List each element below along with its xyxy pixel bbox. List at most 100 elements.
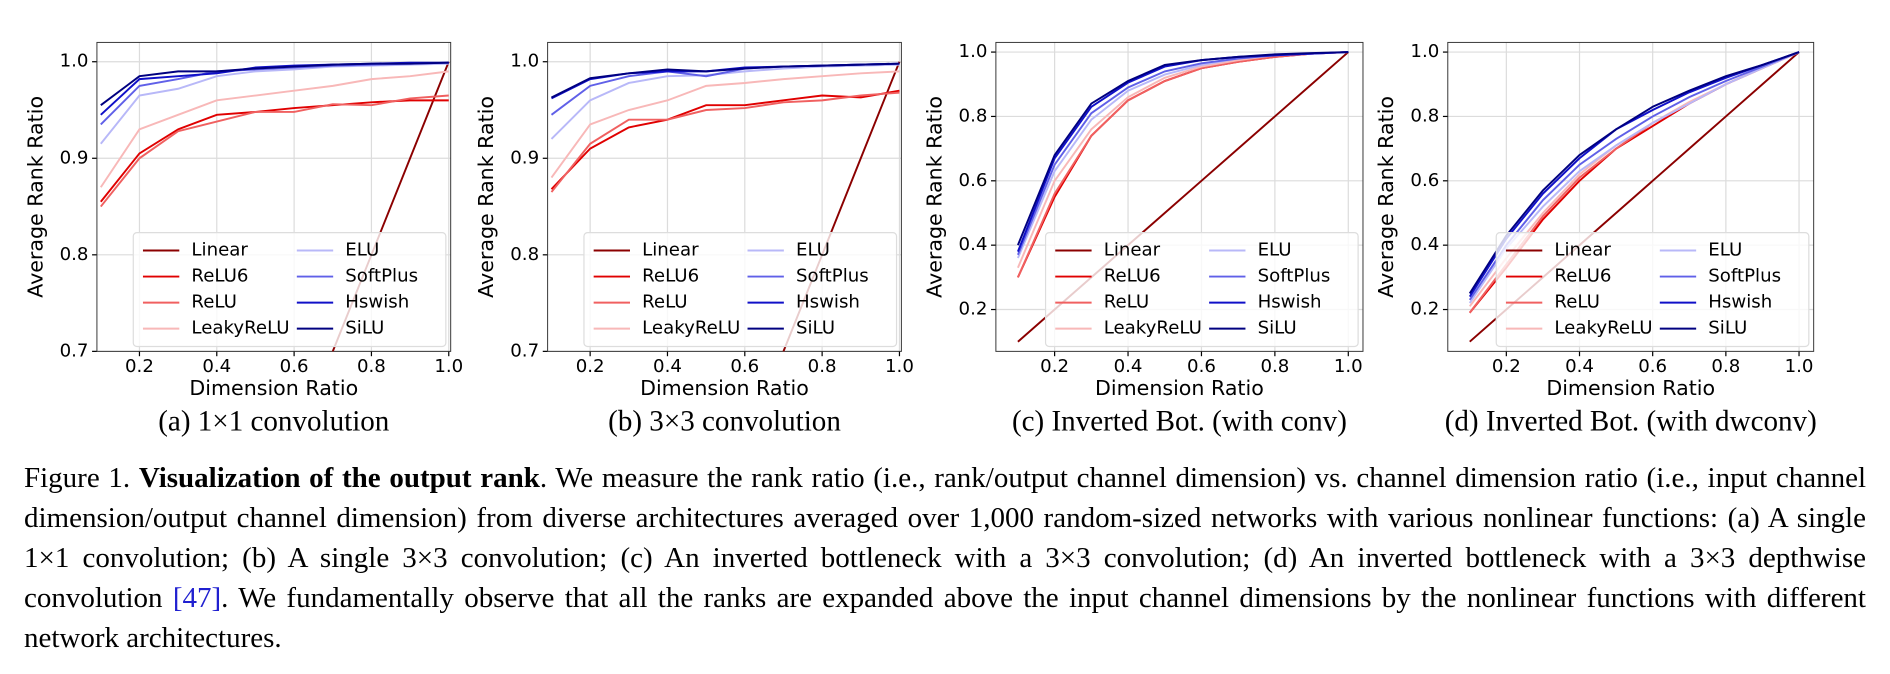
- x-tick-label: 0.4: [1114, 356, 1143, 377]
- y-tick-label: 0.9: [510, 147, 539, 168]
- x-tick-label: 0.4: [1565, 356, 1594, 377]
- y-tick-label: 1.0: [1410, 41, 1439, 62]
- y-tick-label: 0.2: [959, 299, 988, 320]
- series-line: [331, 61, 450, 352]
- legend: Linear ReLU6 ReLU LeakyReLU ELU SoftPlus Hswis…: [1044, 232, 1359, 348]
- plot-frame: [995, 41, 1364, 352]
- legend-label: ReLU: [642, 292, 687, 313]
- series-group: [1468, 51, 1800, 343]
- x-tick-label: 0.2: [1040, 356, 1069, 377]
- legend-label: ELU: [796, 240, 830, 261]
- x-tick-label: 1.0: [1334, 356, 1363, 377]
- legend-label: SiLU: [796, 318, 835, 339]
- legend-label: ReLU6: [1554, 266, 1611, 287]
- x-tick-label: 0.8: [808, 356, 837, 377]
- y-tick-label: 0.2: [1410, 299, 1439, 320]
- chart-title: (a) 1×1 convolution: [158, 406, 390, 438]
- chart-title: (c) Inverted Bot. (with conv): [1012, 406, 1347, 438]
- x-tick-label: 0.8: [1711, 356, 1740, 377]
- caption-bold: Visualization of the output rank: [138, 462, 540, 494]
- legend-box: [1044, 232, 1359, 348]
- series-line: [551, 62, 900, 99]
- chart-title: (d) Inverted Bot. (with dwconv): [1445, 406, 1817, 438]
- y-tick-label: 0.9: [60, 147, 89, 168]
- legend-box: [1495, 232, 1810, 348]
- y-tick-label: 0.7: [510, 340, 539, 361]
- legend-label: Hswish: [345, 292, 409, 313]
- legend-label: ReLU: [1554, 292, 1599, 313]
- x-tick-label: 0.8: [1260, 356, 1289, 377]
- x-tick-label: 0.6: [730, 356, 759, 377]
- series-group: [550, 61, 901, 352]
- series-line: [550, 89, 900, 190]
- legend-label: LeakyReLU: [1104, 318, 1202, 339]
- caption-text: . We measure the rank ratio (i.e., rank/…: [24, 462, 1867, 614]
- series-group: [99, 61, 450, 352]
- series-line: [782, 61, 901, 352]
- legend-label: Hswish: [1258, 292, 1322, 313]
- y-tick-label: 0.6: [1410, 170, 1439, 191]
- legend-label: SoftPlus: [1708, 266, 1781, 287]
- caption-ref[interactable]: [47]: [172, 582, 222, 614]
- legend-label: ELU: [345, 240, 379, 261]
- y-tick-label: 0.4: [1410, 234, 1439, 255]
- series-line: [100, 99, 449, 203]
- legend-label: Hswish: [1708, 292, 1772, 313]
- legend-label: ReLU: [191, 292, 236, 313]
- series-line: [1017, 51, 1349, 259]
- x-tick-label: 0.6: [1638, 356, 1667, 377]
- legend-label: SoftPlus: [345, 266, 418, 287]
- chart: 0.2 0.4 0.6 0.8 1.0 0.2 0.4 0.6 0.8 1.0 Dimension …: [922, 41, 1364, 438]
- x-axis-label: Dimension Ratio: [1095, 376, 1264, 400]
- y-tick-label: 1.0: [510, 51, 539, 72]
- series-line: [550, 62, 900, 116]
- legend-label: Linear: [642, 240, 699, 261]
- series-line: [1017, 51, 1349, 246]
- legend-box: [132, 232, 447, 348]
- legend-label: SiLU: [1258, 318, 1297, 339]
- y-tick-label: 0.8: [510, 244, 539, 265]
- chart: 0.7 0.8 0.9 1.0 0.2 0.4 0.6 0.8 1.0 Dimension Rat…: [474, 41, 914, 438]
- legend-label: Linear: [1554, 240, 1611, 261]
- y-axis-label: Average Rank Ratio: [23, 96, 47, 298]
- legend-label: SoftPlus: [1258, 266, 1331, 287]
- x-tick-label: 1.0: [885, 356, 914, 377]
- y-axis-label: Average Rank Ratio: [922, 96, 946, 298]
- legend-label: ReLU: [1104, 292, 1149, 313]
- figure: 0.7 0.8 0.9 1.0 0.2 0.4 0.6 0.8 1.0 Dimension Rat…: [23, 41, 1817, 438]
- series-line: [100, 62, 449, 145]
- x-tick-label: 1.0: [1785, 356, 1814, 377]
- plot-frame: [1447, 41, 1815, 352]
- legend-label: SoftPlus: [796, 266, 869, 287]
- series-line: [99, 70, 449, 188]
- x-axis-label: Dimension Ratio: [640, 376, 809, 400]
- legend-label: LeakyReLU: [1554, 318, 1652, 339]
- legend-label: ELU: [1708, 240, 1742, 261]
- caption: Figure 1. Visualization of the output ra…: [24, 458, 1866, 658]
- series-line: [550, 70, 900, 179]
- y-tick-label: 0.8: [1410, 105, 1439, 126]
- x-tick-label: 0.6: [1187, 356, 1216, 377]
- legend: Linear ReLU6 ReLU LeakyReLU ELU SoftPlus Hswis…: [1495, 232, 1810, 348]
- chart: 0.2 0.4 0.6 0.8 1.0 0.2 0.4 0.6 0.8 1.0 Dimension …: [1374, 41, 1817, 438]
- series-line: [100, 61, 449, 106]
- y-tick-label: 0.4: [959, 234, 988, 255]
- x-tick-label: 0.2: [125, 356, 154, 377]
- y-axis-label: Average Rank Ratio: [474, 96, 498, 298]
- legend-label: Linear: [1104, 240, 1161, 261]
- y-tick-label: 0.8: [959, 105, 988, 126]
- caption-text: . We fundamentally observe that all the …: [24, 582, 1866, 654]
- y-tick-label: 0.6: [959, 170, 988, 191]
- legend: Linear ReLU6 ReLU LeakyReLU ELU SoftPlus Hswis…: [583, 232, 898, 348]
- y-tick-label: 1.0: [959, 41, 988, 62]
- x-tick-label: 1.0: [434, 356, 463, 377]
- chart-title: (b) 3×3 convolution: [608, 406, 841, 438]
- x-axis-label: Dimension Ratio: [189, 376, 358, 400]
- series-group: [1017, 51, 1349, 343]
- legend-label: Hswish: [796, 292, 860, 313]
- series-line: [1468, 51, 1800, 294]
- x-tick-label: 0.4: [653, 356, 682, 377]
- plot-frame: [96, 41, 452, 352]
- y-tick-label: 0.8: [60, 244, 89, 265]
